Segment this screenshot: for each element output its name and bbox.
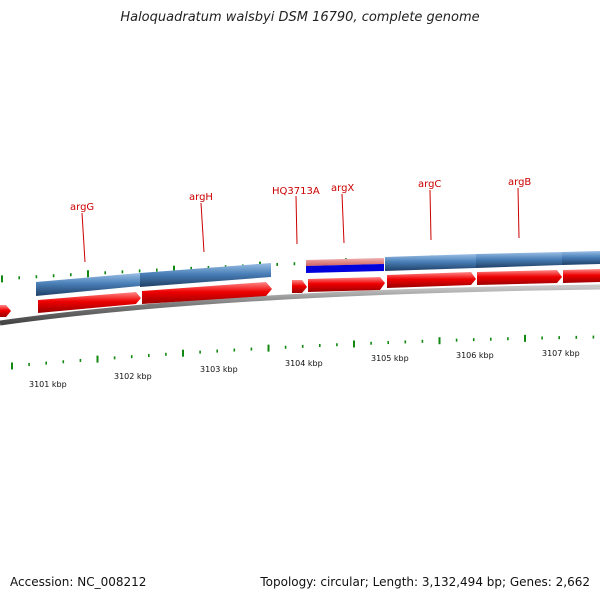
feature-bar[interactable] [36,273,140,296]
gene-label-leaders [81,187,520,263]
kbp-label: 3101 kbp [29,380,67,389]
feature-bar-argx-blue[interactable] [306,264,384,273]
cds-arrow[interactable] [563,269,600,283]
gene-label-argx[interactable]: argX [331,183,354,194]
inner-tick-marks [11,334,595,370]
gene-labels: argG argH HQ3713A argX argC argB [70,177,531,213]
feature-bar[interactable] [562,251,600,265]
kbp-label: 3104 kbp [285,359,323,368]
gene-label-argc[interactable]: argC [418,179,441,190]
kbp-label: 3107 kbp [542,349,580,358]
cds-arrow[interactable] [477,270,562,285]
genome-summary-text: Topology: circular; Length: 3,132,494 bp… [260,575,590,589]
kbp-label: 3106 kbp [456,351,494,360]
cds-arrow[interactable] [387,272,476,288]
genome-backbone [0,284,600,326]
genome-title: Haloquadratum walsbyi DSM 16790, complet… [120,10,480,25]
kbp-label: 3102 kbp [114,372,152,381]
gene-label-argh[interactable]: argH [189,192,213,203]
gene-label-argb[interactable]: argB [508,177,531,188]
feature-bar[interactable] [385,254,476,271]
feature-bar[interactable] [140,263,271,287]
cds-arrow[interactable] [142,282,272,304]
gene-label-hq3713a[interactable]: HQ3713A [272,186,320,197]
feature-track-blue [36,251,600,296]
kbp-label: 3103 kbp [200,365,238,374]
accession-text: Accession: NC_008212 [10,575,147,589]
kbp-label: 3105 kbp [371,354,409,363]
kbp-labels: 3101 kbp 3102 kbp 3103 kbp 3104 kbp 3105… [29,349,580,389]
cds-arrow[interactable] [38,292,141,313]
gene-label-argg[interactable]: argG [70,202,94,213]
feature-track-red [0,269,600,317]
cds-arrow[interactable] [0,305,11,317]
feature-bar[interactable] [476,252,562,268]
cds-arrow[interactable] [308,277,385,292]
cds-arrow[interactable] [292,280,307,293]
feature-bar-argx-pink[interactable] [306,258,384,266]
